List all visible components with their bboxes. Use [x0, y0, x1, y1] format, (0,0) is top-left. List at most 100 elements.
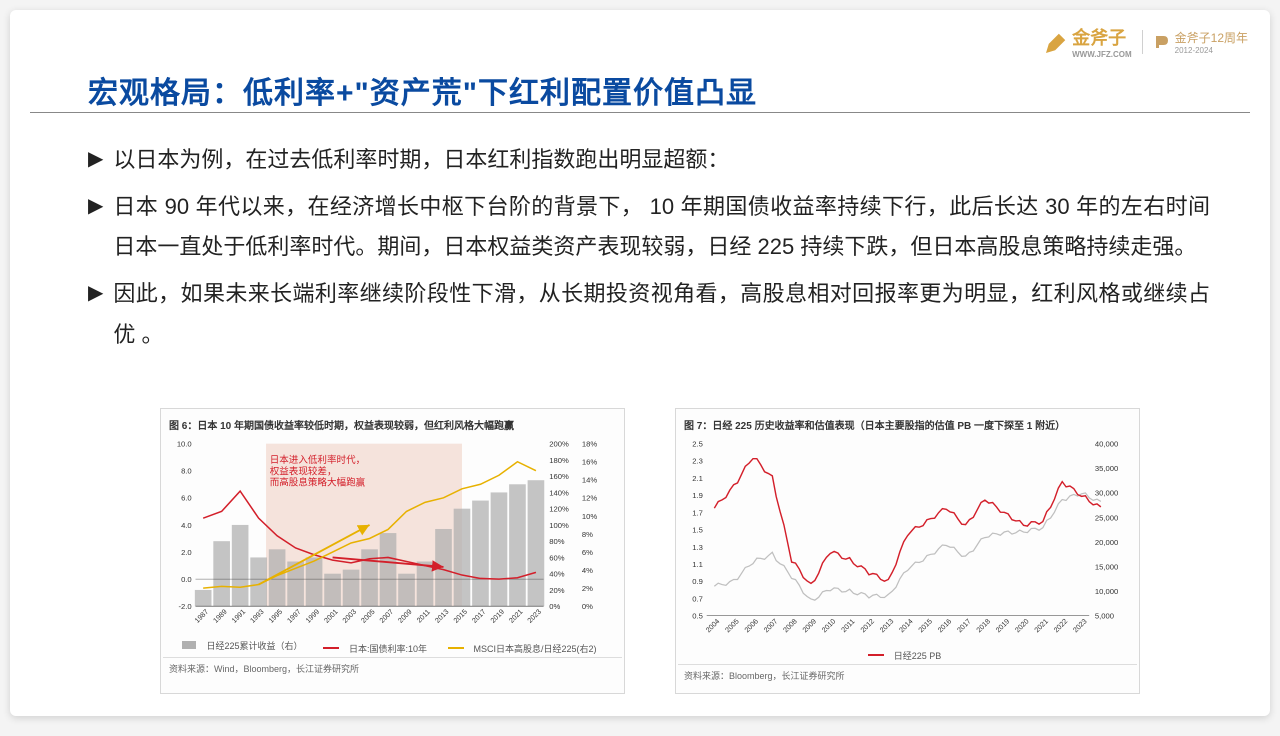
svg-text:35,000: 35,000: [1095, 464, 1118, 473]
svg-text:0.5: 0.5: [692, 612, 703, 621]
svg-text:2016: 2016: [936, 617, 953, 634]
svg-text:2018: 2018: [975, 617, 992, 634]
title-divider: [30, 112, 1250, 113]
svg-text:2023: 2023: [526, 608, 543, 625]
brand-badge-text: 金斧子12周年: [1175, 31, 1248, 45]
svg-text:140%: 140%: [549, 488, 569, 497]
svg-text:2014: 2014: [898, 617, 915, 634]
brand-sub: WWW.JFZ.COM: [1072, 50, 1132, 59]
svg-text:10.0: 10.0: [177, 440, 192, 449]
bullet-list: ▶ 以日本为例，在过去低利率时期，日本红利指数跑出明显超额： ▶ 日本 90 年…: [88, 140, 1210, 361]
svg-text:0.0: 0.0: [181, 575, 192, 584]
brand-badge-sub: 2012-2024: [1175, 46, 1248, 55]
bullet-item: ▶ 因此，如果未来长端利率继续阶段性下滑，从长期投资视角看，高股息相对回报率更为…: [88, 274, 1210, 355]
svg-text:2017: 2017: [471, 608, 488, 625]
svg-text:160%: 160%: [549, 472, 569, 481]
svg-text:2008: 2008: [782, 617, 799, 634]
svg-text:1.5: 1.5: [692, 526, 703, 535]
bullet-item: ▶ 以日本为例，在过去低利率时期，日本红利指数跑出明显超额：: [88, 140, 1210, 181]
chart-6-box: 图 6：日本 10 年期国债收益率较低时期，权益表现较弱，但红利风格大幅跑赢 -…: [160, 408, 625, 694]
svg-text:2021: 2021: [1033, 617, 1050, 634]
svg-text:2007: 2007: [378, 608, 395, 625]
svg-text:-2.0: -2.0: [179, 602, 192, 611]
svg-text:1.9: 1.9: [692, 491, 703, 500]
svg-text:2.1: 2.1: [692, 474, 703, 483]
svg-text:2020: 2020: [1014, 617, 1031, 634]
svg-text:日本进入低利率时代，: 日本进入低利率时代，: [270, 454, 365, 466]
svg-text:1.3: 1.3: [692, 543, 703, 552]
svg-text:0%: 0%: [582, 602, 593, 611]
bullet-marker: ▶: [88, 140, 103, 181]
svg-text:2%: 2%: [582, 584, 593, 593]
brand-sep: [1142, 30, 1143, 54]
slide-title: 宏观格局：低利率+"资产荒"下红利配置价值凸显: [88, 68, 1230, 112]
svg-text:2017: 2017: [956, 617, 973, 634]
svg-text:2005: 2005: [360, 608, 377, 625]
bullet-marker: ▶: [88, 274, 103, 355]
chart-6-legend: 日经225累计收益（右） 日本:国债利率:10年 MSCI日本高股息/日经225…: [163, 637, 622, 657]
brand-block: 金斧子 WWW.JFZ.COM 金斧子12周年 2012-2024: [1046, 24, 1248, 59]
chart-6-footer: 资料来源：Wind，Bloomberg，长江证券研究所: [163, 657, 622, 677]
svg-text:1989: 1989: [212, 608, 229, 625]
svg-text:2009: 2009: [801, 617, 818, 634]
svg-text:1997: 1997: [286, 608, 303, 625]
svg-text:6%: 6%: [582, 548, 593, 557]
svg-text:40,000: 40,000: [1095, 440, 1118, 449]
svg-text:25,000: 25,000: [1095, 513, 1118, 522]
legend-red: 日本:国债利率:10年: [349, 642, 427, 655]
svg-text:1999: 1999: [304, 608, 321, 625]
svg-text:180%: 180%: [549, 456, 569, 465]
chart-6-title: 图 6：日本 10 年期国债收益率较低时期，权益表现较弱，但红利风格大幅跑赢: [163, 415, 622, 436]
svg-text:权益表现较差，: 权益表现较差，: [270, 465, 337, 477]
svg-text:8.0: 8.0: [181, 467, 192, 476]
svg-text:2019: 2019: [994, 617, 1011, 634]
svg-text:12%: 12%: [582, 494, 597, 503]
svg-text:14%: 14%: [582, 476, 597, 485]
svg-text:10%: 10%: [582, 512, 597, 521]
svg-text:2006: 2006: [743, 617, 760, 634]
svg-text:200%: 200%: [549, 440, 569, 449]
svg-text:60%: 60%: [549, 553, 564, 562]
svg-text:0%: 0%: [549, 602, 560, 611]
svg-text:20,000: 20,000: [1095, 538, 1118, 547]
svg-text:40%: 40%: [549, 570, 564, 579]
svg-text:4.0: 4.0: [181, 521, 192, 530]
brand-name: 金斧子: [1072, 28, 1126, 48]
legend-bar: 日经225累计收益（右）: [206, 639, 302, 652]
svg-text:2019: 2019: [489, 608, 506, 625]
slide-title-block: 宏观格局：低利率+"资产荒"下红利配置价值凸显: [88, 68, 1230, 112]
bullet-text: 日本 90 年代以来，在经济增长中枢下台阶的背景下， 10 年期国债收益率持续下…: [113, 187, 1210, 268]
svg-text:16%: 16%: [582, 458, 597, 467]
svg-text:2.5: 2.5: [692, 440, 703, 449]
axe-icon: [1046, 31, 1068, 53]
svg-text:2004: 2004: [704, 617, 721, 634]
bullet-item: ▶ 日本 90 年代以来，在经济增长中枢下台阶的背景下， 10 年期国债收益率持…: [88, 187, 1210, 268]
svg-text:2013: 2013: [434, 608, 451, 625]
svg-text:2005: 2005: [724, 617, 741, 634]
charts-row: 图 6：日本 10 年期国债收益率较低时期，权益表现较弱，但红利风格大幅跑赢 -…: [160, 408, 1140, 694]
svg-text:100%: 100%: [549, 521, 569, 530]
brand-logo-main: 金斧子 WWW.JFZ.COM: [1046, 24, 1132, 59]
svg-text:2001: 2001: [323, 608, 340, 625]
svg-text:4%: 4%: [582, 566, 593, 575]
svg-text:2.3: 2.3: [692, 457, 703, 466]
svg-text:1987: 1987: [193, 608, 210, 625]
chart-7-title: 图 7：日经 225 历史收益率和估值表现（日本主要股指的估值 PB 一度下探至…: [678, 415, 1137, 436]
svg-text:2013: 2013: [878, 617, 895, 634]
svg-text:10,000: 10,000: [1095, 587, 1118, 596]
svg-text:1991: 1991: [230, 608, 247, 625]
svg-text:20%: 20%: [549, 586, 564, 595]
chart-7-box: 图 7：日经 225 历史收益率和估值表现（日本主要股指的估值 PB 一度下探至…: [675, 408, 1140, 694]
chart-7-svg: 0.50.70.91.11.31.51.71.92.12.32.55,00010…: [678, 436, 1137, 646]
chart-7-legend: 日经225 PB: [678, 646, 1137, 664]
svg-text:2009: 2009: [397, 608, 414, 625]
svg-text:2015: 2015: [452, 608, 469, 625]
anniversary-icon: [1153, 33, 1171, 51]
bullet-text: 因此，如果未来长端利率继续阶段性下滑，从长期投资视角看，高股息相对回报率更为明显…: [113, 274, 1210, 355]
brand-badge: 金斧子12周年 2012-2024: [1153, 29, 1248, 55]
svg-text:2021: 2021: [508, 608, 525, 625]
bullet-text: 以日本为例，在过去低利率时期，日本红利指数跑出明显超额：: [113, 140, 1210, 181]
svg-text:30,000: 30,000: [1095, 489, 1118, 498]
svg-text:2011: 2011: [840, 618, 857, 635]
svg-text:5,000: 5,000: [1095, 612, 1114, 621]
